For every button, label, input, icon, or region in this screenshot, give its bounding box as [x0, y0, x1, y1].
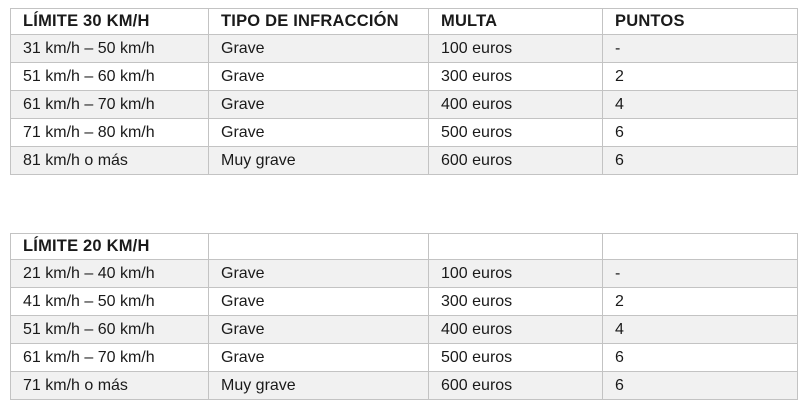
- cell-speed-range: 41 km/h – 50 km/h: [10, 287, 209, 316]
- column-header-empty: [208, 233, 429, 260]
- cell-infraction-type: Muy grave: [208, 146, 429, 175]
- column-header-infraction-type: TIPO DE INFRACCIÓN: [208, 8, 429, 35]
- cell-speed-range: 21 km/h – 40 km/h: [10, 259, 209, 288]
- table-row: 61 km/h – 70 km/h Grave 500 euros 6: [10, 343, 798, 372]
- column-header-limit: LÍMITE 20 KM/H: [10, 233, 209, 260]
- cell-speed-range: 71 km/h – 80 km/h: [10, 118, 209, 147]
- cell-infraction-type: Grave: [208, 287, 429, 316]
- cell-fine: 100 euros: [428, 34, 603, 63]
- table-row: 41 km/h – 50 km/h Grave 300 euros 2: [10, 287, 798, 316]
- cell-points: 4: [602, 90, 798, 119]
- cell-infraction-type: Grave: [208, 343, 429, 372]
- cell-points: 2: [602, 62, 798, 91]
- table-row: 61 km/h – 70 km/h Grave 400 euros 4: [10, 90, 798, 119]
- cell-fine: 400 euros: [428, 90, 603, 119]
- cell-speed-range: 51 km/h – 60 km/h: [10, 62, 209, 91]
- cell-speed-range: 61 km/h – 70 km/h: [10, 343, 209, 372]
- cell-points: 6: [602, 371, 798, 400]
- cell-points: -: [602, 34, 798, 63]
- cell-infraction-type: Grave: [208, 118, 429, 147]
- cell-fine: 300 euros: [428, 62, 603, 91]
- cell-fine: 100 euros: [428, 259, 603, 288]
- cell-points: 2: [602, 287, 798, 316]
- cell-speed-range: 51 km/h – 60 km/h: [10, 315, 209, 344]
- cell-points: 4: [602, 315, 798, 344]
- cell-fine: 600 euros: [428, 371, 603, 400]
- table-row: 51 km/h – 60 km/h Grave 300 euros 2: [10, 62, 798, 91]
- cell-points: -: [602, 259, 798, 288]
- cell-infraction-type: Grave: [208, 62, 429, 91]
- speed-fines-table-limit-30: LÍMITE 30 KM/H TIPO DE INFRACCIÓN MULTA …: [10, 8, 798, 175]
- speed-fines-table-limit-20: LÍMITE 20 KM/H 21 km/h – 40 km/h Grave 1…: [10, 233, 798, 400]
- column-header-fine: MULTA: [428, 8, 603, 35]
- cell-infraction-type: Grave: [208, 259, 429, 288]
- cell-infraction-type: Grave: [208, 34, 429, 63]
- header-row: LÍMITE 30 KM/H TIPO DE INFRACCIÓN MULTA …: [10, 8, 798, 35]
- cell-points: 6: [602, 146, 798, 175]
- cell-fine: 600 euros: [428, 146, 603, 175]
- table-row: 71 km/h – 80 km/h Grave 500 euros 6: [10, 118, 798, 147]
- cell-fine: 500 euros: [428, 343, 603, 372]
- cell-speed-range: 71 km/h o más: [10, 371, 209, 400]
- table-row: 31 km/h – 50 km/h Grave 100 euros -: [10, 34, 798, 63]
- column-header-limit: LÍMITE 30 KM/H: [10, 8, 209, 35]
- table-row: 21 km/h – 40 km/h Grave 100 euros -: [10, 259, 798, 288]
- cell-fine: 500 euros: [428, 118, 603, 147]
- cell-points: 6: [602, 343, 798, 372]
- header-row: LÍMITE 20 KM/H: [10, 233, 798, 260]
- table-row: 81 km/h o más Muy grave 600 euros 6: [10, 146, 798, 175]
- cell-infraction-type: Grave: [208, 90, 429, 119]
- column-header-empty: [428, 233, 603, 260]
- cell-points: 6: [602, 118, 798, 147]
- cell-speed-range: 31 km/h – 50 km/h: [10, 34, 209, 63]
- cell-speed-range: 61 km/h – 70 km/h: [10, 90, 209, 119]
- column-header-points: PUNTOS: [602, 8, 798, 35]
- table-row: 51 km/h – 60 km/h Grave 400 euros 4: [10, 315, 798, 344]
- column-header-empty: [602, 233, 798, 260]
- cell-fine: 300 euros: [428, 287, 603, 316]
- cell-infraction-type: Grave: [208, 315, 429, 344]
- cell-fine: 400 euros: [428, 315, 603, 344]
- table-row: 71 km/h o más Muy grave 600 euros 6: [10, 371, 798, 400]
- cell-speed-range: 81 km/h o más: [10, 146, 209, 175]
- cell-infraction-type: Muy grave: [208, 371, 429, 400]
